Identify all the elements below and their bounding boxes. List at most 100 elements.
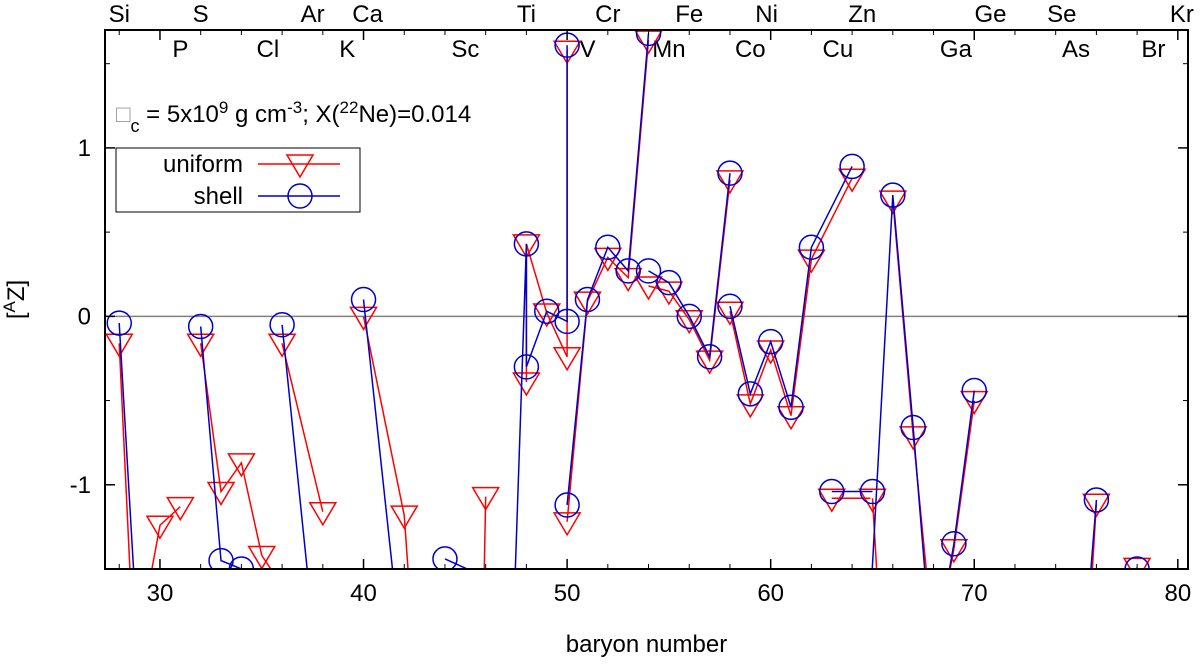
element-label-zn: Zn (848, 1, 876, 28)
annotation-sup2: -3 (287, 98, 302, 117)
data-point-uniform (247, 545, 277, 569)
series-shell (106, 30, 1150, 569)
annotation-symbol: □ (116, 101, 131, 128)
annotation-mid3: ; X( (302, 101, 339, 128)
series-line-shell (514, 45, 568, 569)
data-point-uniform (552, 347, 582, 372)
data-point-uniform (573, 291, 602, 316)
data-point-shell (839, 153, 865, 180)
series-line-uniform (118, 343, 131, 569)
data-point-shell (798, 234, 825, 261)
data-point-shell (187, 313, 214, 340)
axis-ticks: 30 40 50 60 70 80 -1 0 1 (70, 30, 1191, 607)
plot-frame (104, 29, 1189, 570)
series-line-uniform (871, 498, 878, 569)
y-axis-title: [AZ] (0, 280, 30, 319)
x-tick-label: 50 (554, 580, 581, 607)
series-line-shell (1090, 499, 1098, 569)
data-point-shell (819, 478, 845, 505)
data-point-shell (350, 286, 377, 313)
data-point-shell (859, 478, 886, 505)
series-line-shell (118, 323, 135, 569)
element-label-p: P (172, 36, 188, 63)
data-point-uniform (512, 234, 541, 259)
series-line-shell (948, 390, 976, 569)
legend-marker-uniform (285, 154, 315, 179)
y-tick-label: 1 (78, 135, 91, 162)
series-line-shell (281, 324, 308, 569)
annotation-end: Ne)=0.014 (358, 101, 471, 128)
element-label-si: Si (109, 1, 130, 28)
element-label-se: Se (1047, 1, 1076, 28)
legend-marker-shell (287, 183, 313, 209)
data-point-shell (615, 258, 641, 284)
data-point-shell (635, 258, 662, 284)
data-point-shell (778, 394, 804, 421)
element-label-kr: Kr (1170, 1, 1194, 28)
data-point-shell (737, 381, 764, 407)
x-tick-label: 60 (757, 580, 784, 607)
element-label-ni: Ni (755, 1, 778, 28)
element-label-sc: Sc (451, 36, 479, 63)
series-line-uniform (729, 177, 853, 416)
data-point-uniform (634, 276, 663, 301)
y-axis-title-sup: A (0, 301, 19, 313)
element-label-co: Co (735, 36, 766, 63)
data-point-shell (228, 556, 255, 569)
data-point-shell (880, 182, 906, 208)
element-label-cl: Cl (257, 36, 280, 63)
data-point-shell (941, 530, 967, 557)
data-point-uniform (1082, 493, 1111, 518)
data-point-uniform (145, 515, 175, 540)
series-line-uniform (281, 343, 324, 512)
series-line-shell (566, 33, 650, 506)
series-line-shell (199, 326, 242, 569)
y-tick-label: -1 (70, 472, 91, 499)
data-point-uniform (817, 488, 847, 513)
element-label-br: Br (1141, 36, 1165, 63)
data-point-uniform (227, 453, 256, 478)
x-axis-title: baryon number (566, 631, 727, 658)
x-tick-label: 30 (147, 580, 174, 607)
element-label-cr: Cr (595, 1, 620, 28)
element-label-ti: Ti (517, 1, 536, 28)
series-line-shell (648, 173, 731, 360)
data-point-uniform (858, 488, 887, 513)
data-point-uniform (512, 372, 541, 397)
legend-label-shell: shell (194, 183, 243, 210)
y-tick-label: 0 (78, 303, 91, 330)
element-label-fe: Fe (675, 1, 703, 28)
series-line-shell (729, 166, 853, 408)
y-axis-title-open: [ (3, 312, 30, 319)
element-label-v: V (579, 36, 595, 63)
element-label-ca: Ca (352, 1, 383, 28)
series-line-shell (362, 299, 394, 569)
x-tick-label: 80 (1164, 580, 1191, 607)
element-label-mn: Mn (652, 36, 685, 63)
data-point-shell (1083, 487, 1110, 513)
data-point-shell (554, 492, 580, 518)
element-label-k: K (339, 36, 355, 63)
data-point-shell (900, 414, 926, 441)
annotation-sup3: 22 (340, 98, 359, 117)
data-point-uniform (389, 505, 419, 530)
annotation-mid2: g cm (228, 101, 287, 128)
legend-label-uniform: uniform (163, 151, 243, 178)
data-point-uniform (715, 301, 745, 326)
data-point-shell (554, 308, 580, 335)
data-point-shell (269, 312, 295, 338)
data-point-uniform (349, 306, 378, 331)
data-point-uniform (471, 486, 500, 512)
data-point-shell (717, 160, 743, 186)
data-point-shell (696, 344, 723, 370)
y-axis-title-close: Z] (3, 280, 30, 301)
data-point-uniform (267, 333, 297, 358)
legend: uniform shell (115, 147, 361, 213)
annotation-sup1: 9 (219, 98, 228, 117)
data-point-uniform (674, 309, 704, 335)
x-tick-label: 40 (350, 580, 377, 607)
x-tick-label: 70 (961, 580, 988, 607)
series-line-uniform (199, 343, 272, 569)
